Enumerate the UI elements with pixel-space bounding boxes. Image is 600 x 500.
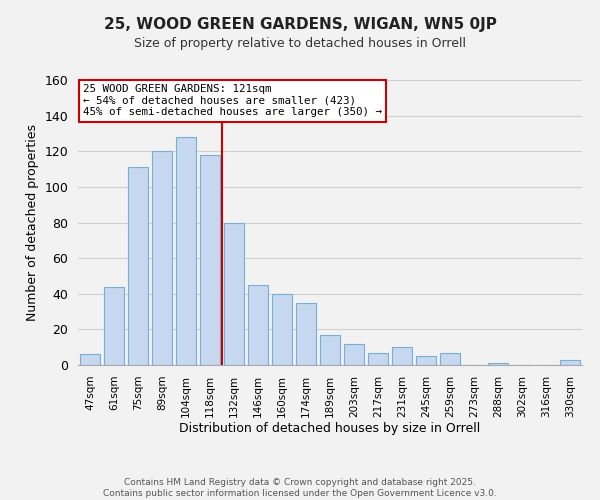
Bar [176, 137, 196, 365]
Bar [488, 363, 508, 365]
Bar [128, 168, 148, 365]
Bar [296, 302, 316, 365]
Bar [320, 334, 340, 365]
Bar [80, 354, 100, 365]
Bar [416, 356, 436, 365]
Bar [392, 347, 412, 365]
Bar [224, 222, 244, 365]
Text: Size of property relative to detached houses in Orrell: Size of property relative to detached ho… [134, 38, 466, 51]
Text: Contains HM Land Registry data © Crown copyright and database right 2025.
Contai: Contains HM Land Registry data © Crown c… [103, 478, 497, 498]
Y-axis label: Number of detached properties: Number of detached properties [26, 124, 39, 321]
Bar [104, 286, 124, 365]
Text: 25 WOOD GREEN GARDENS: 121sqm
← 54% of detached houses are smaller (423)
45% of : 25 WOOD GREEN GARDENS: 121sqm ← 54% of d… [83, 84, 382, 117]
Text: 25, WOOD GREEN GARDENS, WIGAN, WN5 0JP: 25, WOOD GREEN GARDENS, WIGAN, WN5 0JP [104, 18, 496, 32]
Bar [200, 155, 220, 365]
Bar [152, 151, 172, 365]
Bar [440, 352, 460, 365]
Bar [272, 294, 292, 365]
Bar [560, 360, 580, 365]
X-axis label: Distribution of detached houses by size in Orrell: Distribution of detached houses by size … [179, 422, 481, 436]
Bar [344, 344, 364, 365]
Bar [368, 352, 388, 365]
Bar [248, 285, 268, 365]
